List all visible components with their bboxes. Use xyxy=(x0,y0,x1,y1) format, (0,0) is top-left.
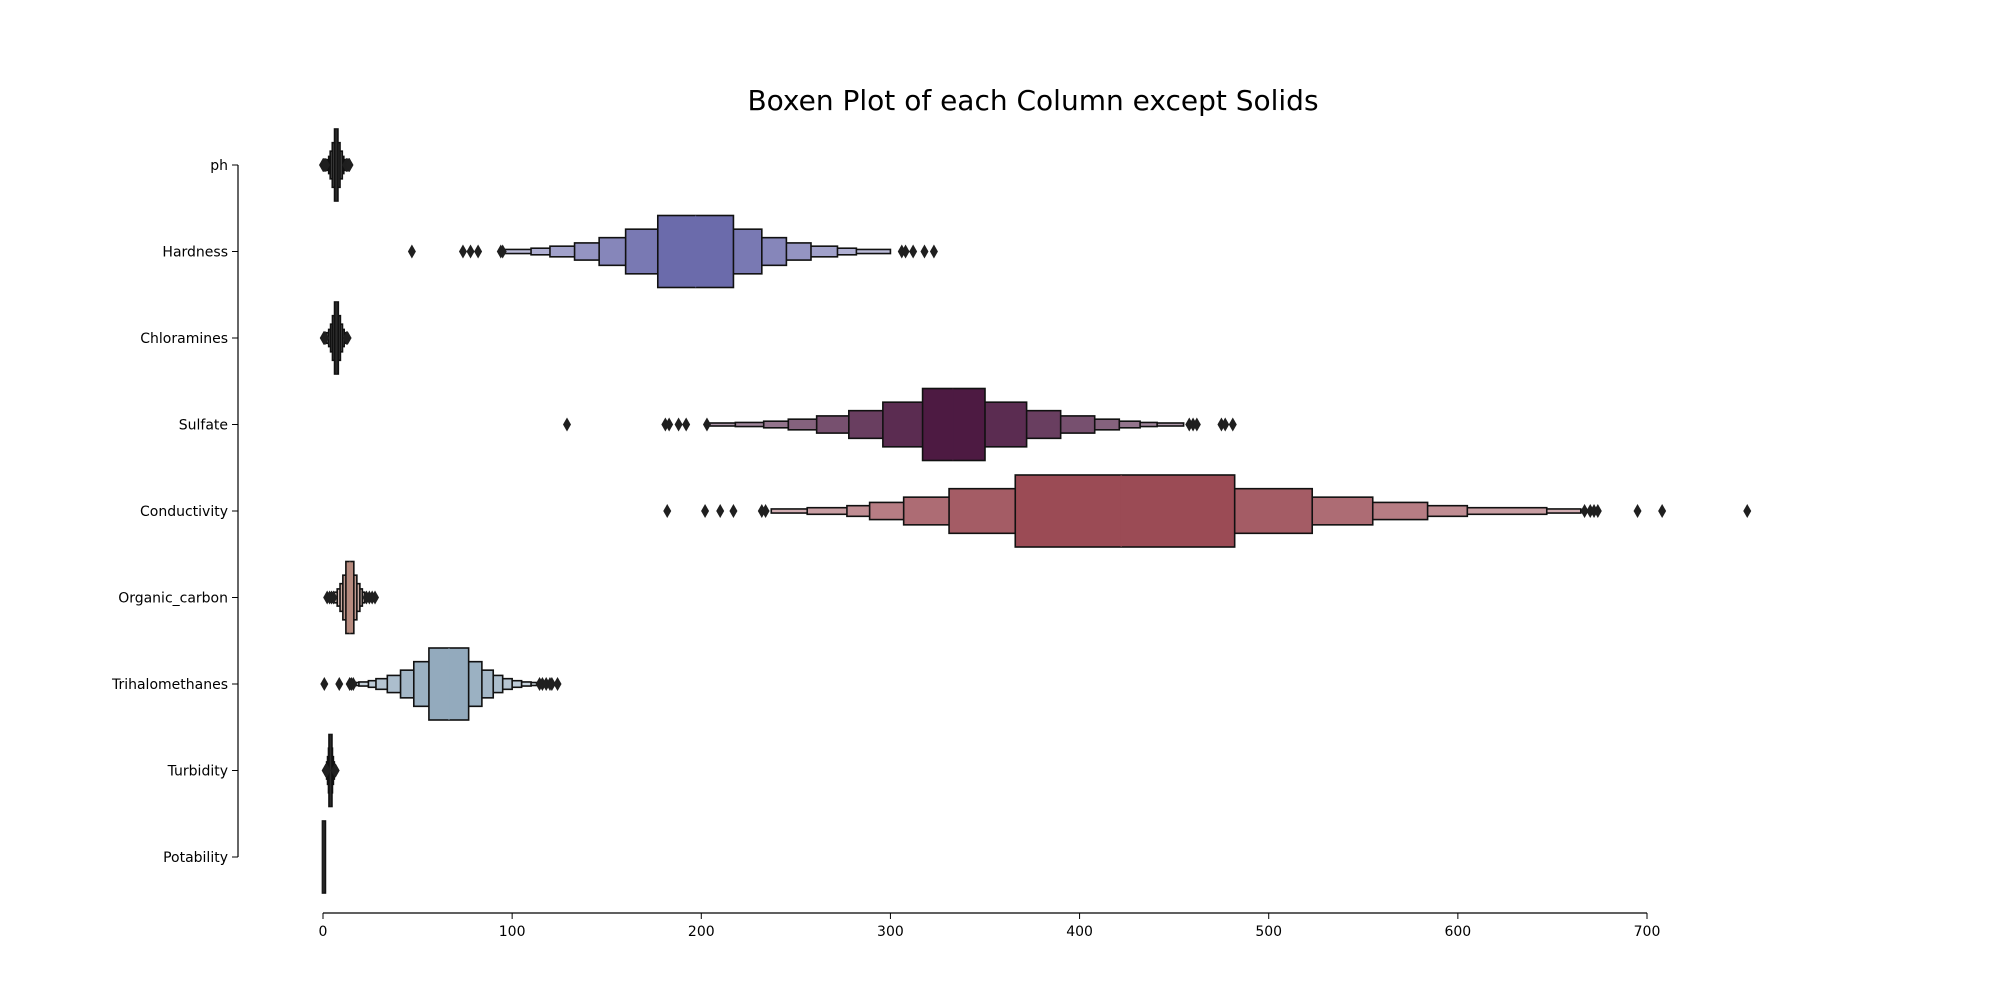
outlier-point xyxy=(407,244,416,259)
outlier-point xyxy=(547,677,556,691)
outlier-point xyxy=(701,504,710,518)
series-hardness: Hardness xyxy=(162,214,938,289)
boxen-box-level-1 xyxy=(921,387,986,462)
x-tick-label: 0 xyxy=(319,924,328,940)
x-tick-label: 300 xyxy=(877,924,904,940)
outlier-point xyxy=(920,244,929,259)
x-tick-label: 100 xyxy=(499,924,526,940)
y-tick-label: Chloramines xyxy=(140,331,228,347)
series-chloramines: Chloramines xyxy=(140,301,352,375)
series-potability: Potability xyxy=(163,820,327,894)
outlier-point xyxy=(322,158,331,172)
outlier-point xyxy=(929,244,938,259)
y-tick-label: ph xyxy=(210,158,228,174)
outlier-point xyxy=(335,677,344,691)
y-tick-label: Hardness xyxy=(162,245,228,261)
outlier-point xyxy=(663,504,672,518)
outlier-point xyxy=(321,331,330,345)
outlier-point xyxy=(553,677,562,691)
outlier-point xyxy=(1633,504,1642,518)
series-trihalomethanes: Trihalomethanes xyxy=(111,647,562,721)
x-tick-label: 700 xyxy=(1634,924,1661,940)
series-conductivity: Conductivity xyxy=(140,474,1752,548)
y-tick-label: Conductivity xyxy=(140,504,228,520)
series-sulfate: Sulfate xyxy=(179,387,1237,462)
boxen-box-level-1 xyxy=(1014,474,1236,548)
y-tick-label: Trihalomethanes xyxy=(111,677,228,693)
outlier-point xyxy=(498,244,507,259)
outlier-point xyxy=(682,417,691,432)
chart-title: Boxen Plot of each Column except Solids xyxy=(747,84,1319,117)
outlier-point xyxy=(329,590,338,605)
outlier-point xyxy=(371,590,380,605)
x-tick-label: 600 xyxy=(1444,924,1471,940)
x-tick-label: 200 xyxy=(688,924,715,940)
outlier-point xyxy=(716,504,725,518)
x-tick-label: 400 xyxy=(1066,924,1093,940)
x-tick-label: 500 xyxy=(1255,924,1282,940)
outlier-point xyxy=(665,417,674,432)
outlier-point xyxy=(345,158,354,172)
outlier-point xyxy=(1593,504,1602,518)
outlier-point xyxy=(1743,504,1752,518)
outlier-point xyxy=(322,763,331,778)
outlier-point xyxy=(909,244,918,259)
outlier-point xyxy=(729,504,738,518)
series-organic-carbon: Organic_carbon xyxy=(118,560,380,635)
series-ph: ph xyxy=(210,128,354,202)
y-tick-label: Organic_carbon xyxy=(118,591,228,607)
y-tick-label: Potability xyxy=(163,850,228,866)
outlier-point xyxy=(1228,417,1237,432)
outlier-point xyxy=(761,504,770,518)
outlier-point xyxy=(331,763,340,778)
outlier-point xyxy=(349,677,358,691)
outlier-point xyxy=(1192,417,1201,432)
outlier-point xyxy=(562,417,571,432)
outlier-point xyxy=(458,244,467,259)
y-tick-label: Turbidity xyxy=(167,764,228,780)
outlier-point xyxy=(901,244,910,259)
outlier-point xyxy=(1221,417,1230,432)
outlier-point xyxy=(320,677,329,691)
outlier-point xyxy=(1658,504,1667,518)
outlier-point xyxy=(702,417,711,432)
outlier-point xyxy=(474,244,483,259)
outlier-point xyxy=(1580,504,1589,518)
outlier-point xyxy=(466,244,475,259)
outlier-point xyxy=(343,331,352,345)
outlier-point xyxy=(674,417,683,432)
series-turbidity: Turbidity xyxy=(167,733,340,808)
y-tick-label: Sulfate xyxy=(179,418,228,434)
